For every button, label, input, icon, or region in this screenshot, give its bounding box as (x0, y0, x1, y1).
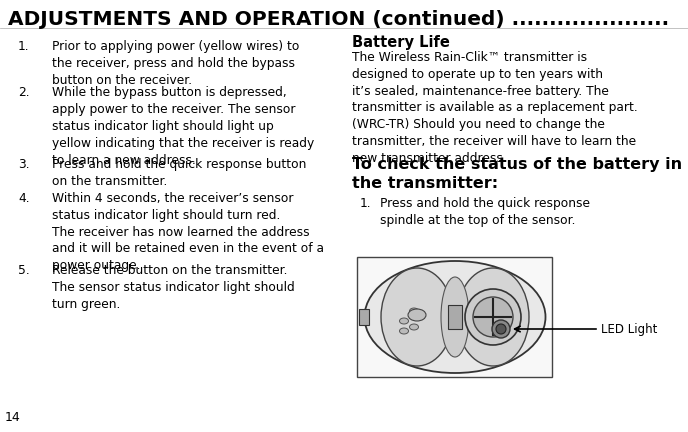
Ellipse shape (441, 277, 469, 357)
Text: Press and hold the quick response
spindle at the top of the sensor.: Press and hold the quick response spindl… (380, 197, 590, 227)
Text: Press and hold the quick response button
on the transmitter.: Press and hold the quick response button… (52, 159, 306, 188)
Ellipse shape (409, 324, 418, 330)
Bar (359, 309, 369, 325)
Ellipse shape (408, 309, 426, 321)
Text: While the bypass button is depressed,
apply power to the receiver. The sensor
st: While the bypass button is depressed, ap… (52, 86, 314, 167)
Text: 2.: 2. (18, 86, 30, 99)
Text: 14: 14 (5, 411, 21, 424)
Text: Battery Life: Battery Life (352, 35, 450, 50)
Text: 5.: 5. (18, 264, 30, 277)
Text: Within 4 seconds, the receiver’s sensor
status indicator light should turn red.
: Within 4 seconds, the receiver’s sensor … (52, 192, 324, 272)
Ellipse shape (381, 268, 453, 366)
Text: 4.: 4. (18, 192, 30, 205)
Circle shape (465, 289, 521, 345)
Text: Prior to applying power (yellow wires) to
the receiver, press and hold the bypas: Prior to applying power (yellow wires) t… (52, 40, 299, 86)
Text: To check the status of the battery in
the transmitter:: To check the status of the battery in th… (352, 157, 682, 191)
Ellipse shape (400, 328, 409, 334)
Circle shape (473, 297, 513, 337)
Text: 1.: 1. (18, 40, 30, 53)
Ellipse shape (409, 308, 418, 314)
Bar (357, 257, 552, 377)
Ellipse shape (365, 261, 546, 373)
Text: ADJUSTMENTS AND OPERATION (continued) .....................: ADJUSTMENTS AND OPERATION (continued) ..… (8, 10, 669, 29)
Bar (448, 305, 462, 329)
Ellipse shape (457, 268, 529, 366)
Text: 1.: 1. (360, 197, 372, 210)
Circle shape (496, 324, 506, 334)
Text: The Wireless Rain-Clik™ transmitter is
designed to operate up to ten years with
: The Wireless Rain-Clik™ transmitter is d… (352, 51, 638, 165)
Text: 3.: 3. (18, 159, 30, 172)
Ellipse shape (400, 318, 409, 324)
Circle shape (492, 320, 510, 338)
Text: LED Light: LED Light (601, 323, 657, 336)
Text: Release the button on the transmitter.
The sensor status indicator light should
: Release the button on the transmitter. T… (52, 264, 294, 311)
